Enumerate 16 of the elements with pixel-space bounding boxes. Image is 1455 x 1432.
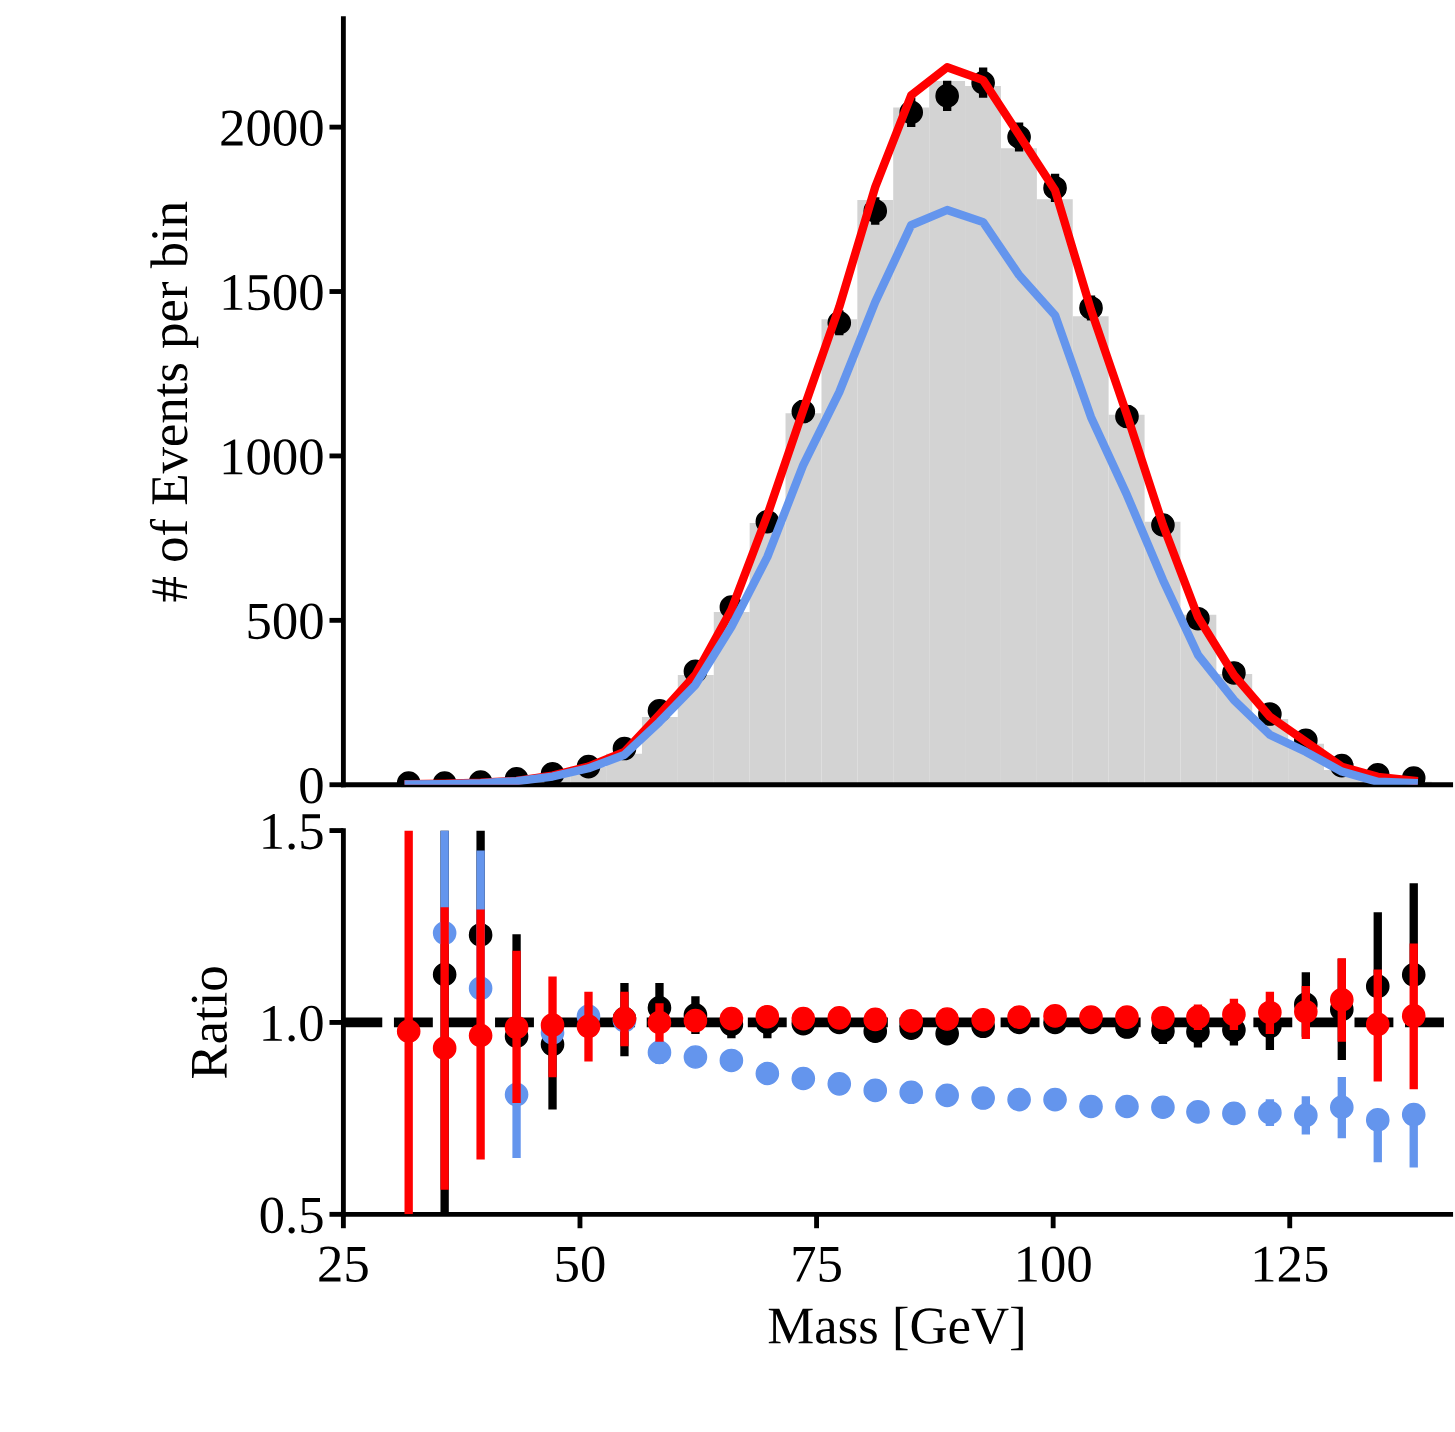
y-tick-label: 2000 bbox=[221, 110, 323, 146]
y-tick-label: 1.0 bbox=[263, 1005, 323, 1042]
y-axis-title: # of Events per bin bbox=[149, 201, 199, 602]
x-tick-label: 100 bbox=[1018, 1246, 1091, 1283]
y-tick-label: 0 bbox=[300, 767, 323, 804]
y-tick-label: 1.5 bbox=[263, 814, 323, 850]
x-tick-label: 25 bbox=[319, 1246, 368, 1283]
y-tick-label: 1000 bbox=[223, 439, 323, 475]
x-tick-label: 125 bbox=[1254, 1246, 1328, 1283]
x-tick-label: 75 bbox=[793, 1246, 841, 1283]
y-axis-title: Ratio bbox=[191, 967, 228, 1079]
x-tick-label: 50 bbox=[556, 1246, 605, 1283]
y-tick-label: 500 bbox=[248, 603, 323, 640]
x-axis-title: Mass [GeV] bbox=[768, 1306, 1023, 1351]
y-tick-label: 0.5 bbox=[260, 1197, 323, 1234]
y-tick-label: 1500 bbox=[223, 274, 323, 311]
